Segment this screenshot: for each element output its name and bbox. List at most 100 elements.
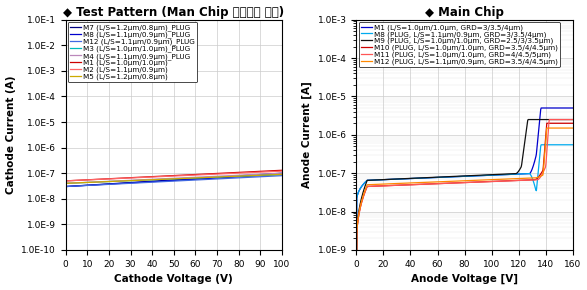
Line: M12 (PLUG, L/S=1.1μm/0.9μm, GRD=3.5/4/4.5μm): M12 (PLUG, L/S=1.1μm/0.9μm, GRD=3.5/4/4.… — [356, 128, 573, 288]
M3 (L/S=1.0μm/1.0μm)_PLUG — [62, 182, 69, 185]
M1 (L/S=1.0μm/1.0μm) — [102, 177, 109, 181]
Line: M1 (L/S=1.0μm/1.0μm, GRD=3/3.5/4μm): M1 (L/S=1.0μm/1.0μm, GRD=3/3.5/4μm) — [356, 108, 573, 288]
M11 (PLUG, L/S=1.0μm/1.0μm, GRD=4/4.5/5μm) — [353, 287, 360, 290]
M11 (PLUG, L/S=1.0μm/1.0μm, GRD=4/4.5/5μm) — [482, 180, 489, 184]
M5 (L/S=1.2μm/0.8μm) — [62, 182, 69, 185]
Line: M12 (L/S=1.1μm/0.9μm)_PLUG: M12 (L/S=1.1μm/0.9μm)_PLUG — [66, 176, 282, 186]
M3 (L/S=1.0μm/1.0μm)_PLUG — [260, 173, 267, 177]
M1 (L/S=1.0μm/1.0μm, GRD=3/3.5/4μm) — [569, 106, 576, 110]
M12 (L/S=1.1μm/0.9μm)_PLUG — [279, 174, 286, 177]
M11 (PLUG, L/S=1.0μm/1.0μm, GRD=4/4.5/5μm) — [457, 181, 464, 184]
M4 (L/S=1.1μm/0.9μm)_PLUG — [75, 181, 82, 184]
M2 (L/S=1.1μm/0.9μm) — [279, 169, 286, 173]
M9 (PLUG, L/S=1.0μm/1.0μm, GRD=2.5/3/3.5μm) — [525, 118, 532, 121]
M9 (PLUG, L/S=1.0μm/1.0μm, GRD=2.5/3/3.5μm) — [565, 118, 572, 121]
M8 (L/S=1.1μm/0.9μm)_PLUG — [268, 173, 275, 177]
M1 (L/S=1.0μm/1.0μm, GRD=3/3.5/4μm) — [456, 175, 463, 178]
M12 (PLUG, L/S=1.1μm/0.9μm, GRD=3.5/4/4.5μm) — [543, 126, 550, 130]
M11 (PLUG, L/S=1.0μm/1.0μm, GRD=4/4.5/5μm) — [569, 118, 576, 121]
M9 (PLUG, L/S=1.0μm/1.0μm, GRD=2.5/3/3.5μm) — [457, 174, 464, 178]
M4 (L/S=1.1μm/0.9μm)_PLUG — [62, 182, 69, 185]
M4 (L/S=1.1μm/0.9μm)_PLUG — [268, 172, 275, 175]
M8 (L/S=1.1μm/0.9μm)_PLUG — [279, 173, 286, 176]
Line: M10 (PLUG, L/S=1.0μm/1.0μm, GRD=3.5/4/4.5μm): M10 (PLUG, L/S=1.0μm/1.0μm, GRD=3.5/4/4.… — [356, 123, 573, 288]
M3 (L/S=1.0μm/1.0μm)_PLUG — [268, 173, 275, 177]
M7 (L/S=1.2μm/0.8μm)_PLUG — [71, 184, 78, 188]
M7 (L/S=1.2μm/0.8μm)_PLUG — [75, 184, 82, 187]
M12 (PLUG, L/S=1.1μm/0.9μm, GRD=3.5/4/4.5μm) — [565, 126, 572, 130]
M12 (PLUG, L/S=1.1μm/0.9μm, GRD=3.5/4/4.5μm) — [482, 178, 489, 182]
M1 (L/S=1.0μm/1.0μm) — [260, 169, 267, 173]
M3 (L/S=1.0μm/1.0μm)_PLUG — [102, 180, 109, 183]
M7 (L/S=1.2μm/0.8μm)_PLUG — [260, 173, 267, 176]
M2 (L/S=1.1μm/0.9μm) — [75, 179, 82, 182]
Title: ◆ Main Chip: ◆ Main Chip — [425, 6, 504, 19]
M12 (L/S=1.1μm/0.9μm)_PLUG — [62, 185, 69, 188]
M2 (L/S=1.1μm/0.9μm) — [62, 179, 69, 183]
M9 (PLUG, L/S=1.0μm/1.0μm, GRD=2.5/3/3.5μm) — [470, 174, 477, 177]
Y-axis label: Cathode Current (A): Cathode Current (A) — [5, 76, 16, 194]
M2 (L/S=1.1μm/0.9μm) — [260, 170, 267, 174]
X-axis label: Anode Voltage [V]: Anode Voltage [V] — [411, 274, 518, 284]
M1 (L/S=1.0μm/1.0μm) — [62, 179, 69, 183]
M8 (PLUG, L/S=1.1μm/0.9μm, GRD=3/3.5/4μm) — [470, 174, 477, 178]
M1 (L/S=1.0μm/1.0μm, GRD=3/3.5/4μm) — [565, 106, 572, 110]
Title: ◆ Test Pattern (Man Chip 면적으로 환산): ◆ Test Pattern (Man Chip 면적으로 환산) — [63, 6, 284, 19]
M3 (L/S=1.0μm/1.0μm)_PLUG — [279, 173, 286, 176]
M9 (PLUG, L/S=1.0μm/1.0μm, GRD=2.5/3/3.5μm) — [531, 118, 538, 121]
Legend: M7 (L/S=1.2μm/0.8μm)_PLUG, M8 (L/S=1.1μm/0.9μm)_PLUG, M12 (L/S=1.1μm/0.9μm)_PLUG: M7 (L/S=1.2μm/0.8μm)_PLUG, M8 (L/S=1.1μm… — [68, 22, 197, 82]
Line: M1 (L/S=1.0μm/1.0μm): M1 (L/S=1.0μm/1.0μm) — [66, 170, 282, 181]
M12 (PLUG, L/S=1.1μm/0.9μm, GRD=3.5/4/4.5μm) — [457, 179, 464, 183]
X-axis label: Cathode Voltage (V): Cathode Voltage (V) — [114, 274, 233, 284]
M10 (PLUG, L/S=1.0μm/1.0μm, GRD=3.5/4/4.5μm) — [543, 122, 550, 125]
M9 (PLUG, L/S=1.0μm/1.0μm, GRD=2.5/3/3.5μm) — [482, 173, 489, 177]
M10 (PLUG, L/S=1.0μm/1.0μm, GRD=3.5/4/4.5μm) — [569, 122, 576, 125]
M3 (L/S=1.0μm/1.0μm)_PLUG — [120, 179, 127, 183]
M12 (L/S=1.1μm/0.9μm)_PLUG — [268, 175, 275, 178]
Line: M5 (L/S=1.2μm/0.8μm): M5 (L/S=1.2μm/0.8μm) — [66, 174, 282, 183]
M5 (L/S=1.2μm/0.8μm) — [260, 173, 267, 177]
M8 (PLUG, L/S=1.1μm/0.9μm, GRD=3/3.5/4μm) — [457, 175, 464, 178]
M1 (L/S=1.0μm/1.0μm, GRD=3/3.5/4μm) — [470, 174, 477, 178]
M2 (L/S=1.1μm/0.9μm) — [268, 170, 275, 173]
Line: M7 (L/S=1.2μm/0.8μm)_PLUG: M7 (L/S=1.2μm/0.8μm)_PLUG — [66, 173, 282, 186]
M10 (PLUG, L/S=1.0μm/1.0μm, GRD=3.5/4/4.5μm) — [565, 122, 572, 125]
M1 (L/S=1.0μm/1.0μm, GRD=3/3.5/4μm) — [530, 162, 537, 166]
M8 (PLUG, L/S=1.1μm/0.9μm, GRD=3/3.5/4μm) — [353, 287, 360, 290]
M5 (L/S=1.2μm/0.8μm) — [75, 181, 82, 184]
M1 (L/S=1.0μm/1.0μm) — [71, 179, 78, 182]
M9 (PLUG, L/S=1.0μm/1.0μm, GRD=2.5/3/3.5μm) — [353, 287, 360, 290]
M4 (L/S=1.1μm/0.9μm)_PLUG — [260, 172, 267, 176]
M7 (L/S=1.2μm/0.8μm)_PLUG — [102, 182, 109, 186]
M3 (L/S=1.0μm/1.0μm)_PLUG — [75, 181, 82, 184]
M12 (PLUG, L/S=1.1μm/0.9μm, GRD=3.5/4/4.5μm) — [353, 287, 360, 290]
M3 (L/S=1.0μm/1.0μm)_PLUG — [71, 181, 78, 185]
M7 (L/S=1.2μm/0.8μm)_PLUG — [268, 172, 275, 175]
M12 (L/S=1.1μm/0.9μm)_PLUG — [102, 183, 109, 186]
M5 (L/S=1.2μm/0.8μm) — [120, 179, 127, 183]
M7 (L/S=1.2μm/0.8μm)_PLUG — [120, 181, 127, 185]
M8 (L/S=1.1μm/0.9μm)_PLUG — [120, 182, 127, 185]
M1 (L/S=1.0μm/1.0μm) — [279, 168, 286, 172]
M10 (PLUG, L/S=1.0μm/1.0μm, GRD=3.5/4/4.5μm) — [353, 287, 360, 290]
M1 (L/S=1.0μm/1.0μm, GRD=3/3.5/4μm) — [482, 174, 489, 177]
M10 (PLUG, L/S=1.0μm/1.0μm, GRD=3.5/4/4.5μm) — [456, 181, 463, 184]
M11 (PLUG, L/S=1.0μm/1.0μm, GRD=4/4.5/5μm) — [530, 178, 537, 182]
M2 (L/S=1.1μm/0.9μm) — [120, 177, 127, 180]
Line: M8 (L/S=1.1μm/0.9μm)_PLUG: M8 (L/S=1.1μm/0.9μm)_PLUG — [66, 174, 282, 186]
M8 (PLUG, L/S=1.1μm/0.9μm, GRD=3/3.5/4μm) — [530, 181, 537, 184]
M4 (L/S=1.1μm/0.9μm)_PLUG — [71, 181, 78, 185]
M1 (L/S=1.0μm/1.0μm) — [120, 176, 127, 180]
M7 (L/S=1.2μm/0.8μm)_PLUG — [62, 185, 69, 188]
Legend: M1 (L/S=1.0μm/1.0μm, GRD=3/3.5/4μm), M8 (PLUG, L/S=1.1μm/0.9μm, GRD=3/3.5/4μm), : M1 (L/S=1.0μm/1.0μm, GRD=3/3.5/4μm), M8 … — [359, 22, 560, 67]
M10 (PLUG, L/S=1.0μm/1.0μm, GRD=3.5/4/4.5μm) — [457, 181, 464, 184]
Line: M3 (L/S=1.0μm/1.0μm)_PLUG: M3 (L/S=1.0μm/1.0μm)_PLUG — [66, 174, 282, 183]
M5 (L/S=1.2μm/0.8μm) — [71, 181, 78, 185]
M8 (L/S=1.1μm/0.9μm)_PLUG — [102, 182, 109, 186]
M7 (L/S=1.2μm/0.8μm)_PLUG — [279, 171, 286, 175]
M12 (L/S=1.1μm/0.9μm)_PLUG — [260, 175, 267, 178]
Line: M8 (PLUG, L/S=1.1μm/0.9μm, GRD=3/3.5/4μm): M8 (PLUG, L/S=1.1μm/0.9μm, GRD=3/3.5/4μm… — [356, 145, 573, 288]
Line: M4 (L/S=1.1μm/0.9μm)_PLUG: M4 (L/S=1.1μm/0.9μm)_PLUG — [66, 173, 282, 183]
M11 (PLUG, L/S=1.0μm/1.0μm, GRD=4/4.5/5μm) — [565, 118, 572, 121]
M10 (PLUG, L/S=1.0μm/1.0μm, GRD=3.5/4/4.5μm) — [482, 180, 489, 184]
